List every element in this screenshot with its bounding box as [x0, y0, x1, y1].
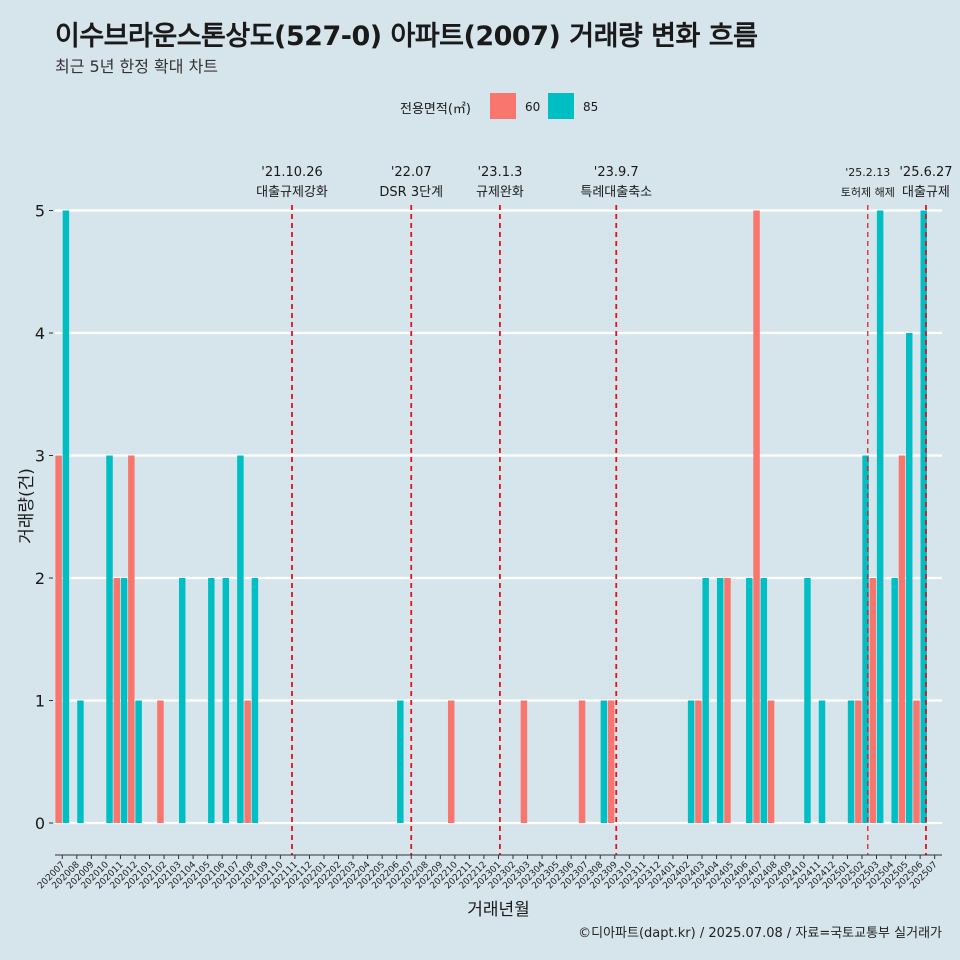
bar-60-202506 — [913, 700, 920, 823]
bar-60-202303 — [520, 700, 528, 823]
x-axis-title: 거래년월 — [467, 900, 530, 920]
bar-60-202309 — [607, 700, 615, 823]
event-date: '25.6.27 — [899, 165, 952, 180]
bar-85-202010 — [106, 455, 113, 823]
bar-85-202404 — [716, 578, 724, 823]
chart-title: 이수브라운스톤상도(527-0) 아파트(2007) 거래량 변화 흐름 — [55, 21, 758, 52]
bar-85-202505 — [905, 333, 913, 823]
chart-subtitle: 최근 5년 한정 확대 차트 — [55, 57, 219, 76]
y-tick-label: 4 — [35, 324, 45, 343]
event-date: '22.07 — [391, 165, 432, 180]
event-date: '23.9.7 — [594, 165, 639, 180]
legend-label-60: 60 — [525, 100, 541, 114]
y-tick-label: 0 — [35, 814, 45, 833]
legend-label-85: 85 — [583, 100, 599, 114]
legend-key-60 — [490, 93, 516, 119]
bar-85-202007 — [62, 210, 70, 823]
event-label: 토허제 해제 — [841, 185, 895, 199]
y-tick-label: 3 — [35, 447, 45, 466]
bar-85-202411 — [818, 700, 826, 823]
bar-60-202007 — [55, 455, 62, 823]
y-tick-label: 2 — [35, 569, 45, 588]
y-axis-title: 거래량(건) — [17, 468, 37, 544]
bar-85-202011 — [120, 578, 128, 823]
bar-85-202501 — [847, 700, 855, 823]
bar-85-202106 — [222, 578, 230, 823]
bar-60-202408 — [767, 700, 775, 823]
bar-85-202008 — [77, 700, 84, 823]
event-label: 대출규제 — [902, 185, 950, 200]
bar-60-202012 — [128, 455, 135, 823]
bar-85-202206 — [397, 700, 404, 823]
bar-60-202307 — [578, 700, 586, 823]
bar-85-202012 — [135, 700, 142, 823]
event-label: 특례대출축소 — [580, 185, 652, 200]
bar-85-202503 — [876, 210, 884, 823]
bar-85-202308 — [600, 700, 608, 823]
bar-85-202403 — [702, 578, 709, 823]
bar-60-202505 — [898, 455, 906, 823]
y-tick-label: 1 — [35, 692, 45, 711]
event-date: '25.2.13 — [845, 166, 890, 179]
bar-60-202407 — [753, 210, 760, 823]
bar-60-202405 — [724, 578, 731, 823]
bar-85-202108 — [251, 578, 259, 823]
bar-85-202407 — [760, 578, 768, 823]
bar-85-202105 — [208, 578, 215, 823]
bar-60-202108 — [244, 700, 251, 823]
bar-60-202503 — [869, 578, 877, 823]
bar-85-202107 — [237, 455, 244, 823]
bar-85-202506 — [920, 210, 927, 823]
y-tick-label: 5 — [35, 202, 45, 221]
bar-60-202102 — [157, 700, 164, 823]
legend-title: 전용면적(㎡) — [400, 102, 471, 117]
event-label: 대출규제강화 — [256, 185, 328, 200]
bar-60-202011 — [113, 578, 121, 823]
bar-85-202410 — [804, 578, 811, 823]
bar-85-202504 — [891, 578, 898, 823]
event-date: '23.1.3 — [477, 165, 522, 180]
bar-85-202103 — [178, 578, 186, 823]
bar-85-202406 — [746, 578, 753, 823]
event-label: DSR 3단계 — [379, 185, 443, 200]
bar-60-202502 — [855, 700, 862, 823]
bar-60-202403 — [695, 700, 702, 823]
event-label: 규제완화 — [476, 185, 524, 200]
source-caption: ©디아파트(dapt.kr) / 2025.07.08 / 자료=국토교통부 실… — [578, 926, 942, 941]
bar-85-202502 — [862, 455, 869, 823]
legend-key-85 — [548, 93, 574, 119]
bar-85-202402 — [687, 700, 695, 823]
bar-60-202210 — [447, 700, 455, 823]
legend: 전용면적(㎡) 60 85 — [0, 93, 960, 121]
event-date: '21.10.26 — [261, 165, 322, 180]
